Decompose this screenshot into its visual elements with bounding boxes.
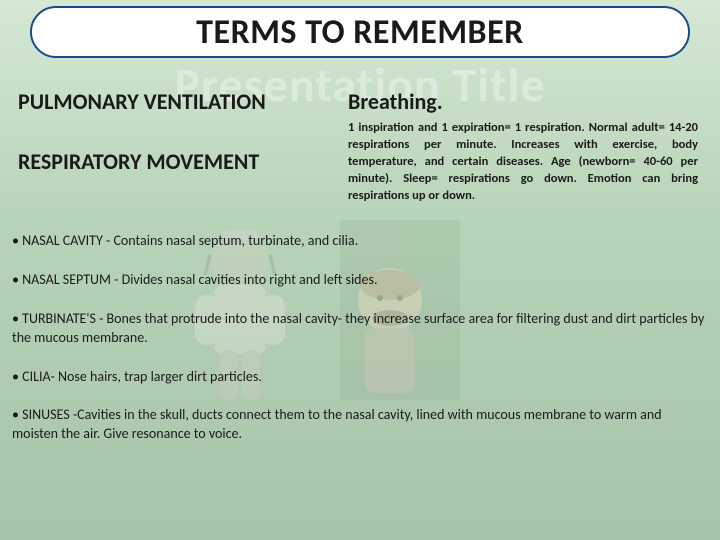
bullet-item: • NASAL CAVITY - Contains nasal septum, … xyxy=(12,232,708,251)
term-row-1: PULMONARY VENTILATION Breathing. xyxy=(18,88,702,115)
title-pill: TERMS TO REMEMBER xyxy=(30,6,690,58)
term-row-2: RESPIRATORY MOVEMENT 1 inspiration and 1… xyxy=(18,120,702,204)
bullet-item: • TURBINATE'S - Bones that protrude into… xyxy=(12,310,708,348)
term-2-label: RESPIRATORY MOVEMENT xyxy=(18,120,348,204)
term-2-definition: 1 inspiration and 1 expiration= 1 respir… xyxy=(348,120,698,204)
bullet-item: • NASAL SEPTUM - Divides nasal cavities … xyxy=(12,271,708,290)
term-1-definition: Breathing. xyxy=(348,88,443,115)
bullet-list: • NASAL CAVITY - Contains nasal septum, … xyxy=(12,232,708,464)
bullet-item: • CILIA- Nose hairs, trap larger dirt pa… xyxy=(12,368,708,387)
bullet-item: • SINUSES -Cavities in the skull, ducts … xyxy=(12,406,708,444)
term-1-label: PULMONARY VENTILATION xyxy=(18,88,348,115)
slide-title: TERMS TO REMEMBER xyxy=(196,12,524,53)
